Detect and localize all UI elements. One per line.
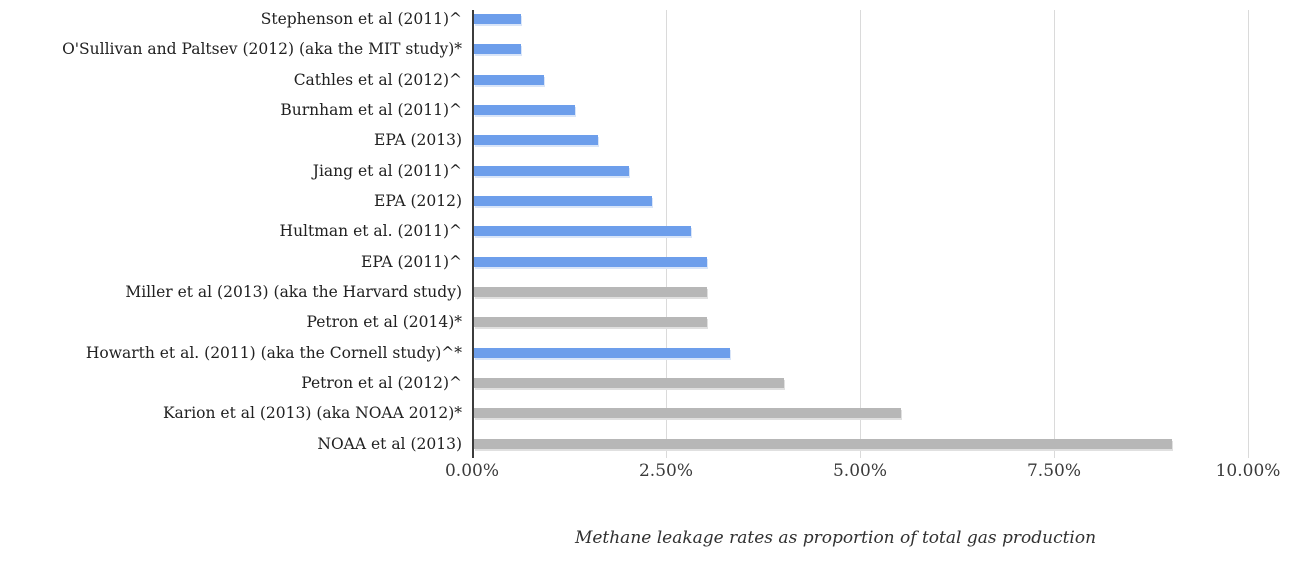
chart-row: Hultman et al. (2011)^ (0, 216, 1294, 246)
category-label: Stephenson et al (2011)^ (260, 10, 462, 29)
chart-row: NOAA et al (2013) (0, 428, 1294, 458)
bar (474, 287, 707, 298)
bar (474, 226, 692, 237)
x-axis-tick-label: 10.00% (1215, 461, 1281, 481)
bar (474, 14, 521, 25)
category-label: EPA (2013) (374, 131, 462, 150)
category-label: EPA (2012) (374, 192, 462, 211)
category-label: Jiang et al (2011)^ (312, 161, 462, 180)
category-label: NOAA et al (2013) (317, 434, 462, 453)
gridline (1054, 10, 1055, 458)
x-axis-tick-label: 2.50% (638, 461, 694, 481)
bar (474, 347, 731, 358)
chart-row: Karion et al (2013) (aka NOAA 2012)* (0, 398, 1294, 428)
bar (474, 105, 575, 116)
chart-row: Stephenson et al (2011)^ (0, 4, 1294, 34)
category-label: EPA (2011)^ (361, 252, 462, 271)
category-label: Petron et al (2014)* (306, 313, 462, 332)
chart-caption: Methane leakage rates as proportion of t… (574, 528, 1097, 548)
bar (474, 438, 1173, 449)
chart-row: Cathles et al (2012)^ (0, 65, 1294, 95)
gridline (1248, 10, 1249, 458)
bar (474, 74, 544, 85)
chart-row: O'Sullivan and Paltsev (2012) (aka the M… (0, 34, 1294, 64)
chart-row: Howarth et al. (2011) (aka the Cornell s… (0, 338, 1294, 368)
category-label: Karion et al (2013) (aka NOAA 2012)* (162, 404, 462, 423)
chart-row: EPA (2013) (0, 125, 1294, 155)
chart-row: EPA (2012) (0, 186, 1294, 216)
bar (474, 196, 653, 207)
category-label: Howarth et al. (2011) (aka the Cornell s… (85, 343, 462, 362)
bar (474, 317, 707, 328)
x-axis-tick-label: 7.50% (1026, 461, 1082, 481)
y-axis-line (472, 10, 474, 458)
chart-row: Petron et al (2014)* (0, 307, 1294, 337)
category-label: Cathles et al (2012)^ (293, 70, 462, 89)
bar (474, 165, 630, 176)
chart-row: Jiang et al (2011)^ (0, 156, 1294, 186)
chart-row: Burnham et al (2011)^ (0, 95, 1294, 125)
category-label: O'Sullivan and Paltsev (2012) (aka the M… (62, 40, 462, 59)
category-label: Petron et al (2012)^ (301, 373, 462, 392)
category-label: Miller et al (2013) (aka the Harvard stu… (125, 283, 462, 302)
bar (474, 256, 707, 267)
x-axis-tick-label: 0.00% (444, 461, 500, 481)
category-label: Burnham et al (2011)^ (280, 101, 462, 120)
bar (474, 408, 901, 419)
chart-row: Petron et al (2012)^ (0, 368, 1294, 398)
x-axis-tick-label: 5.00% (832, 461, 888, 481)
chart-row: Miller et al (2013) (aka the Harvard stu… (0, 277, 1294, 307)
category-label: Hultman et al. (2011)^ (279, 222, 462, 241)
bar (474, 377, 785, 388)
bar (474, 44, 521, 55)
bar (474, 135, 599, 146)
gridline (860, 10, 861, 458)
chart-row: EPA (2011)^ (0, 247, 1294, 277)
